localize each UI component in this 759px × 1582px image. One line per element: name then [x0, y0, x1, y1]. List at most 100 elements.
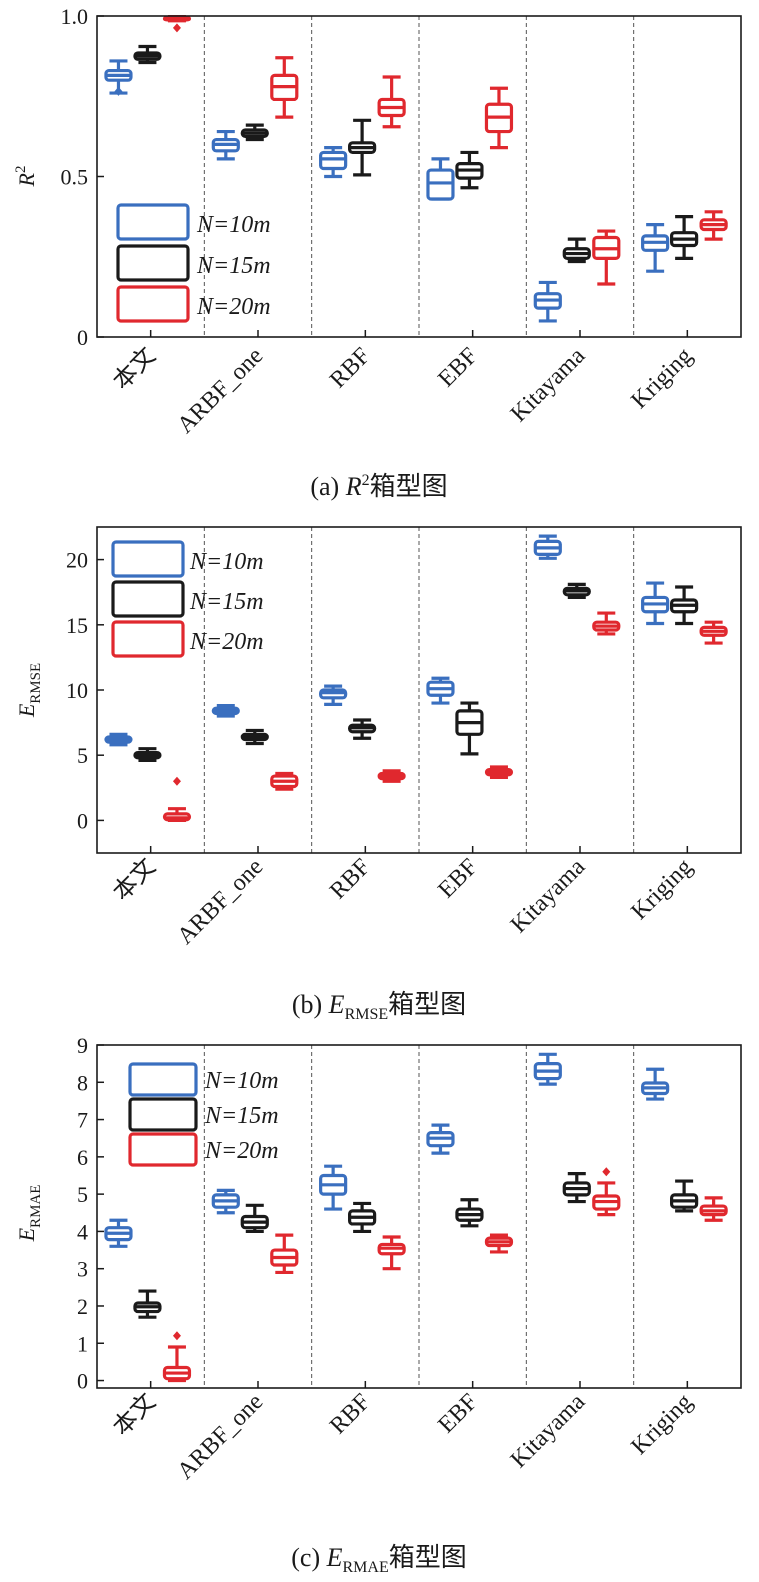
box-n15-0 [133, 747, 162, 763]
box-n20-4 [592, 1167, 621, 1217]
legend-swatch-n10 [116, 203, 190, 241]
y-axis-label-symbol: E [14, 703, 39, 718]
y-axis-label-sub: RMSE [28, 663, 44, 704]
legend-swatch-n20 [128, 1132, 198, 1167]
box-n20-0 [162, 776, 192, 823]
legend-label-n20: N=20m [189, 629, 264, 655]
box-n15-2 [348, 718, 377, 740]
y-tick-label: 0 [77, 325, 88, 350]
caption-suffix: 箱型图 [389, 1543, 467, 1572]
chart-caption: (b) ERMSE箱型图 [292, 990, 466, 1023]
y-tick-label: 5 [77, 743, 88, 768]
legend-swatch-n10 [128, 1062, 198, 1097]
y-tick-label: 6 [77, 1145, 88, 1170]
outlier-point [602, 1167, 611, 1177]
x-category-label: 本文 [108, 342, 161, 395]
y-axis-label-symbol: E [14, 1227, 39, 1242]
y-tick-label: 10 [66, 678, 88, 703]
box-n10-4 [533, 280, 562, 323]
caption-suffix: 箱型图 [370, 472, 448, 501]
y-tick-label: 2 [77, 1294, 88, 1319]
y-axis-label-sub: RMAE [28, 1185, 44, 1228]
plot-frame [96, 1044, 742, 1389]
box-n20-3 [484, 765, 514, 779]
box-n10-3 [426, 676, 455, 705]
x-category-label: EBF [433, 854, 483, 904]
box-n15-2 [348, 118, 377, 177]
caption-prefix: (c) [291, 1543, 326, 1572]
box-n20-2 [377, 1235, 406, 1271]
legend-swatch-n20 [111, 620, 185, 658]
box-n15-5 [670, 215, 699, 260]
outlier-point [172, 23, 181, 33]
legend-label-n20: N=20m [204, 1138, 279, 1164]
box-n20-3 [484, 1233, 514, 1254]
x-category-label: EBF [433, 343, 483, 393]
box-n15-4 [562, 1172, 591, 1204]
y-tick-label: 0.5 [61, 165, 89, 190]
box-n10-2 [319, 684, 348, 706]
y-tick-label: 8 [77, 1070, 88, 1095]
box-n15-4 [562, 237, 591, 264]
plot-frame [96, 526, 742, 854]
box-n15-5 [670, 1179, 699, 1213]
legend-label-n20: N=20m [196, 294, 271, 320]
y-axis-label: R2 [13, 166, 39, 188]
outlier-point [114, 86, 123, 96]
box-n20-3 [484, 86, 514, 150]
x-category-label: Kriging [626, 854, 697, 925]
caption-suffix: 箱型图 [388, 990, 466, 1019]
box-n15-0 [133, 44, 162, 65]
x-category-label: ARBF_one [173, 343, 269, 439]
x-category-label: Kitayama [506, 854, 591, 939]
box-n20-4 [592, 611, 621, 636]
y-tick-label: 5 [77, 1182, 88, 1207]
box-n10-3 [426, 1123, 455, 1155]
box-n10-5 [641, 1067, 670, 1101]
box-n10-0 [104, 732, 133, 747]
box-n15-1 [240, 123, 269, 142]
y-axis-label: ERMSE [14, 663, 44, 718]
x-category-label: Kriging [626, 1389, 697, 1460]
box-n10-2 [319, 146, 348, 179]
box-n20-1 [270, 1233, 299, 1275]
legend-swatch-n15 [128, 1097, 198, 1132]
y-axis-label: ERMAE [14, 1185, 44, 1243]
legend-label-n15: N=15m [196, 253, 271, 279]
box-n20-1 [270, 56, 299, 119]
x-category-label: Kitayama [506, 343, 591, 428]
box-n10-1 [211, 129, 240, 161]
box-n10-1 [211, 704, 240, 718]
box-n10-0 [104, 1218, 133, 1248]
box-n20-2 [377, 769, 406, 783]
legend-swatch-n10 [111, 540, 185, 578]
caption-sub: RMAE [343, 1559, 389, 1576]
y-axis-label-symbol: R [14, 172, 39, 187]
box-iqr [426, 168, 455, 201]
y-tick-label: 1.0 [61, 4, 89, 29]
x-category-label: Kriging [626, 343, 697, 414]
caption-prefix: (a) [310, 472, 345, 501]
chart-caption: (a) R2箱型图 [310, 472, 447, 501]
caption-symbol: E [328, 990, 345, 1019]
x-category-label: EBF [433, 1389, 483, 1439]
legend-label-n15: N=15m [189, 589, 264, 615]
box-n20-2 [377, 75, 406, 129]
box-n10-4 [533, 1052, 562, 1086]
legend-swatch-n15 [116, 244, 190, 282]
box-n20-4 [592, 229, 621, 286]
box-n15-3 [455, 1198, 484, 1228]
legend-label-n15: N=15m [204, 1103, 279, 1129]
y-tick-label: 15 [66, 613, 88, 638]
box-n15-4 [562, 582, 591, 600]
x-category-label: Kitayama [506, 1389, 591, 1474]
box-n20-0 [162, 15, 192, 33]
y-tick-label: 1 [77, 1331, 88, 1356]
caption-symbol: R [345, 472, 362, 501]
y-tick-label: 7 [77, 1108, 88, 1133]
box-iqr [319, 150, 348, 171]
